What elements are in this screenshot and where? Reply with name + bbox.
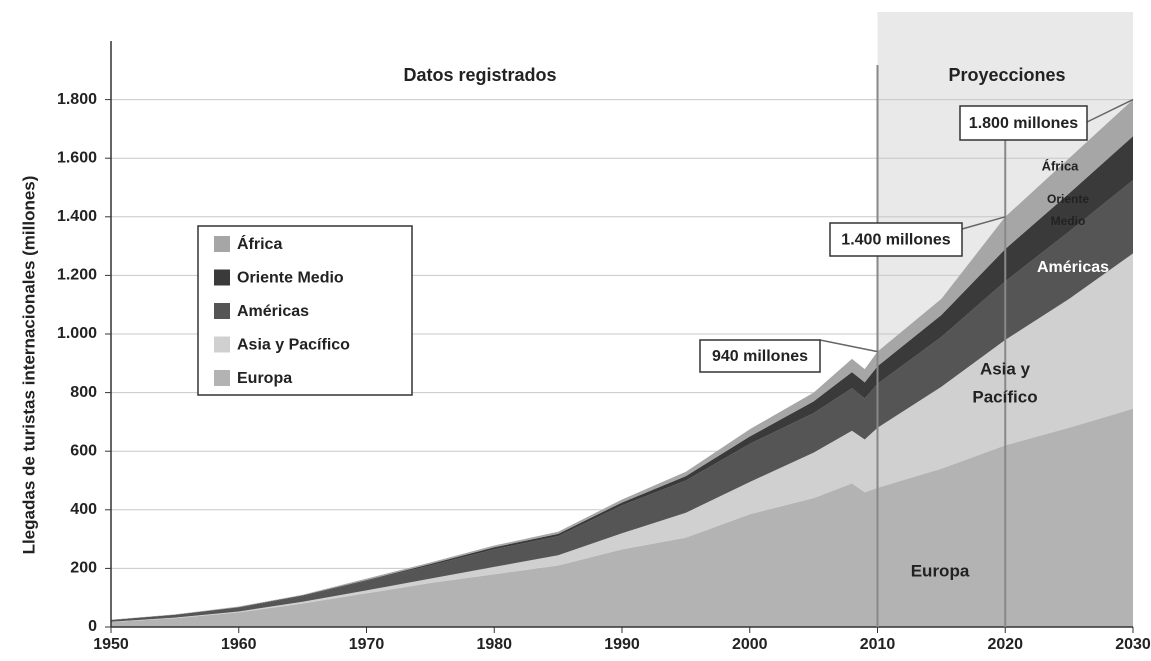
annotation-leader: [1086, 98, 1134, 123]
y-tick-label: 1.000: [57, 325, 97, 342]
annotation-box: [829, 222, 963, 257]
area-label: Oriente: [1047, 192, 1089, 206]
annotation-leader: [961, 216, 1006, 230]
annotation-text: 1.400 millones: [841, 232, 950, 249]
area-label: Pacífico: [972, 387, 1037, 406]
legend-label: África: [237, 234, 282, 253]
annotation-text: 1.800 millones: [969, 115, 1078, 132]
legend-swatch: [214, 336, 230, 353]
x-tick-label: 2030: [1115, 636, 1151, 653]
area-label: África: [1042, 158, 1080, 173]
legend-box: [197, 225, 413, 396]
legend-swatch: [214, 236, 230, 252]
y-tick-label: 600: [70, 442, 97, 459]
y-axis-label: Llegadas de turistas internacionales (mi…: [19, 176, 38, 555]
area-label: Medio: [1051, 214, 1086, 228]
annotation-box: [699, 339, 821, 373]
legend-swatch: [214, 303, 230, 319]
area-label: Europa: [911, 561, 970, 580]
area: [111, 253, 1133, 623]
x-tick-label: 2020: [987, 636, 1023, 653]
x-tick-label: 1980: [476, 636, 512, 653]
y-tick-label: 1.600: [57, 149, 97, 166]
area-label: Asia y: [980, 359, 1031, 378]
x-tick-label: 2000: [732, 636, 768, 653]
y-tick-label: 0: [88, 618, 97, 635]
y-tick-label: 1.800: [57, 91, 97, 108]
x-tick-label: 1950: [93, 636, 129, 653]
x-tick-label: 2010: [860, 636, 896, 653]
legend-swatch: [214, 370, 230, 386]
y-tick-label: 1.400: [57, 208, 97, 225]
annotation-leader: [819, 339, 878, 353]
annotation-text: 940 millones: [712, 348, 808, 365]
y-tick-label: 200: [70, 560, 97, 577]
period-label: Datos registrados: [403, 65, 556, 85]
x-tick-label: 1970: [349, 636, 385, 653]
area-label: Américas: [1037, 259, 1109, 276]
x-tick-label: 1990: [604, 636, 640, 653]
legend-swatch: [214, 269, 230, 286]
legend-label: Oriente Medio: [237, 270, 344, 287]
y-tick-label: 800: [70, 384, 97, 401]
legend-label: Asia y Pacífico: [237, 337, 350, 354]
y-tick-label: 400: [70, 501, 97, 518]
x-tick-label: 1960: [221, 636, 257, 653]
legend-label: Europa: [237, 370, 292, 387]
period-label: Proyecciones: [948, 65, 1065, 85]
y-tick-label: 1.200: [57, 267, 97, 284]
legend-label: Américas: [237, 303, 309, 320]
annotation-box: [959, 105, 1088, 141]
